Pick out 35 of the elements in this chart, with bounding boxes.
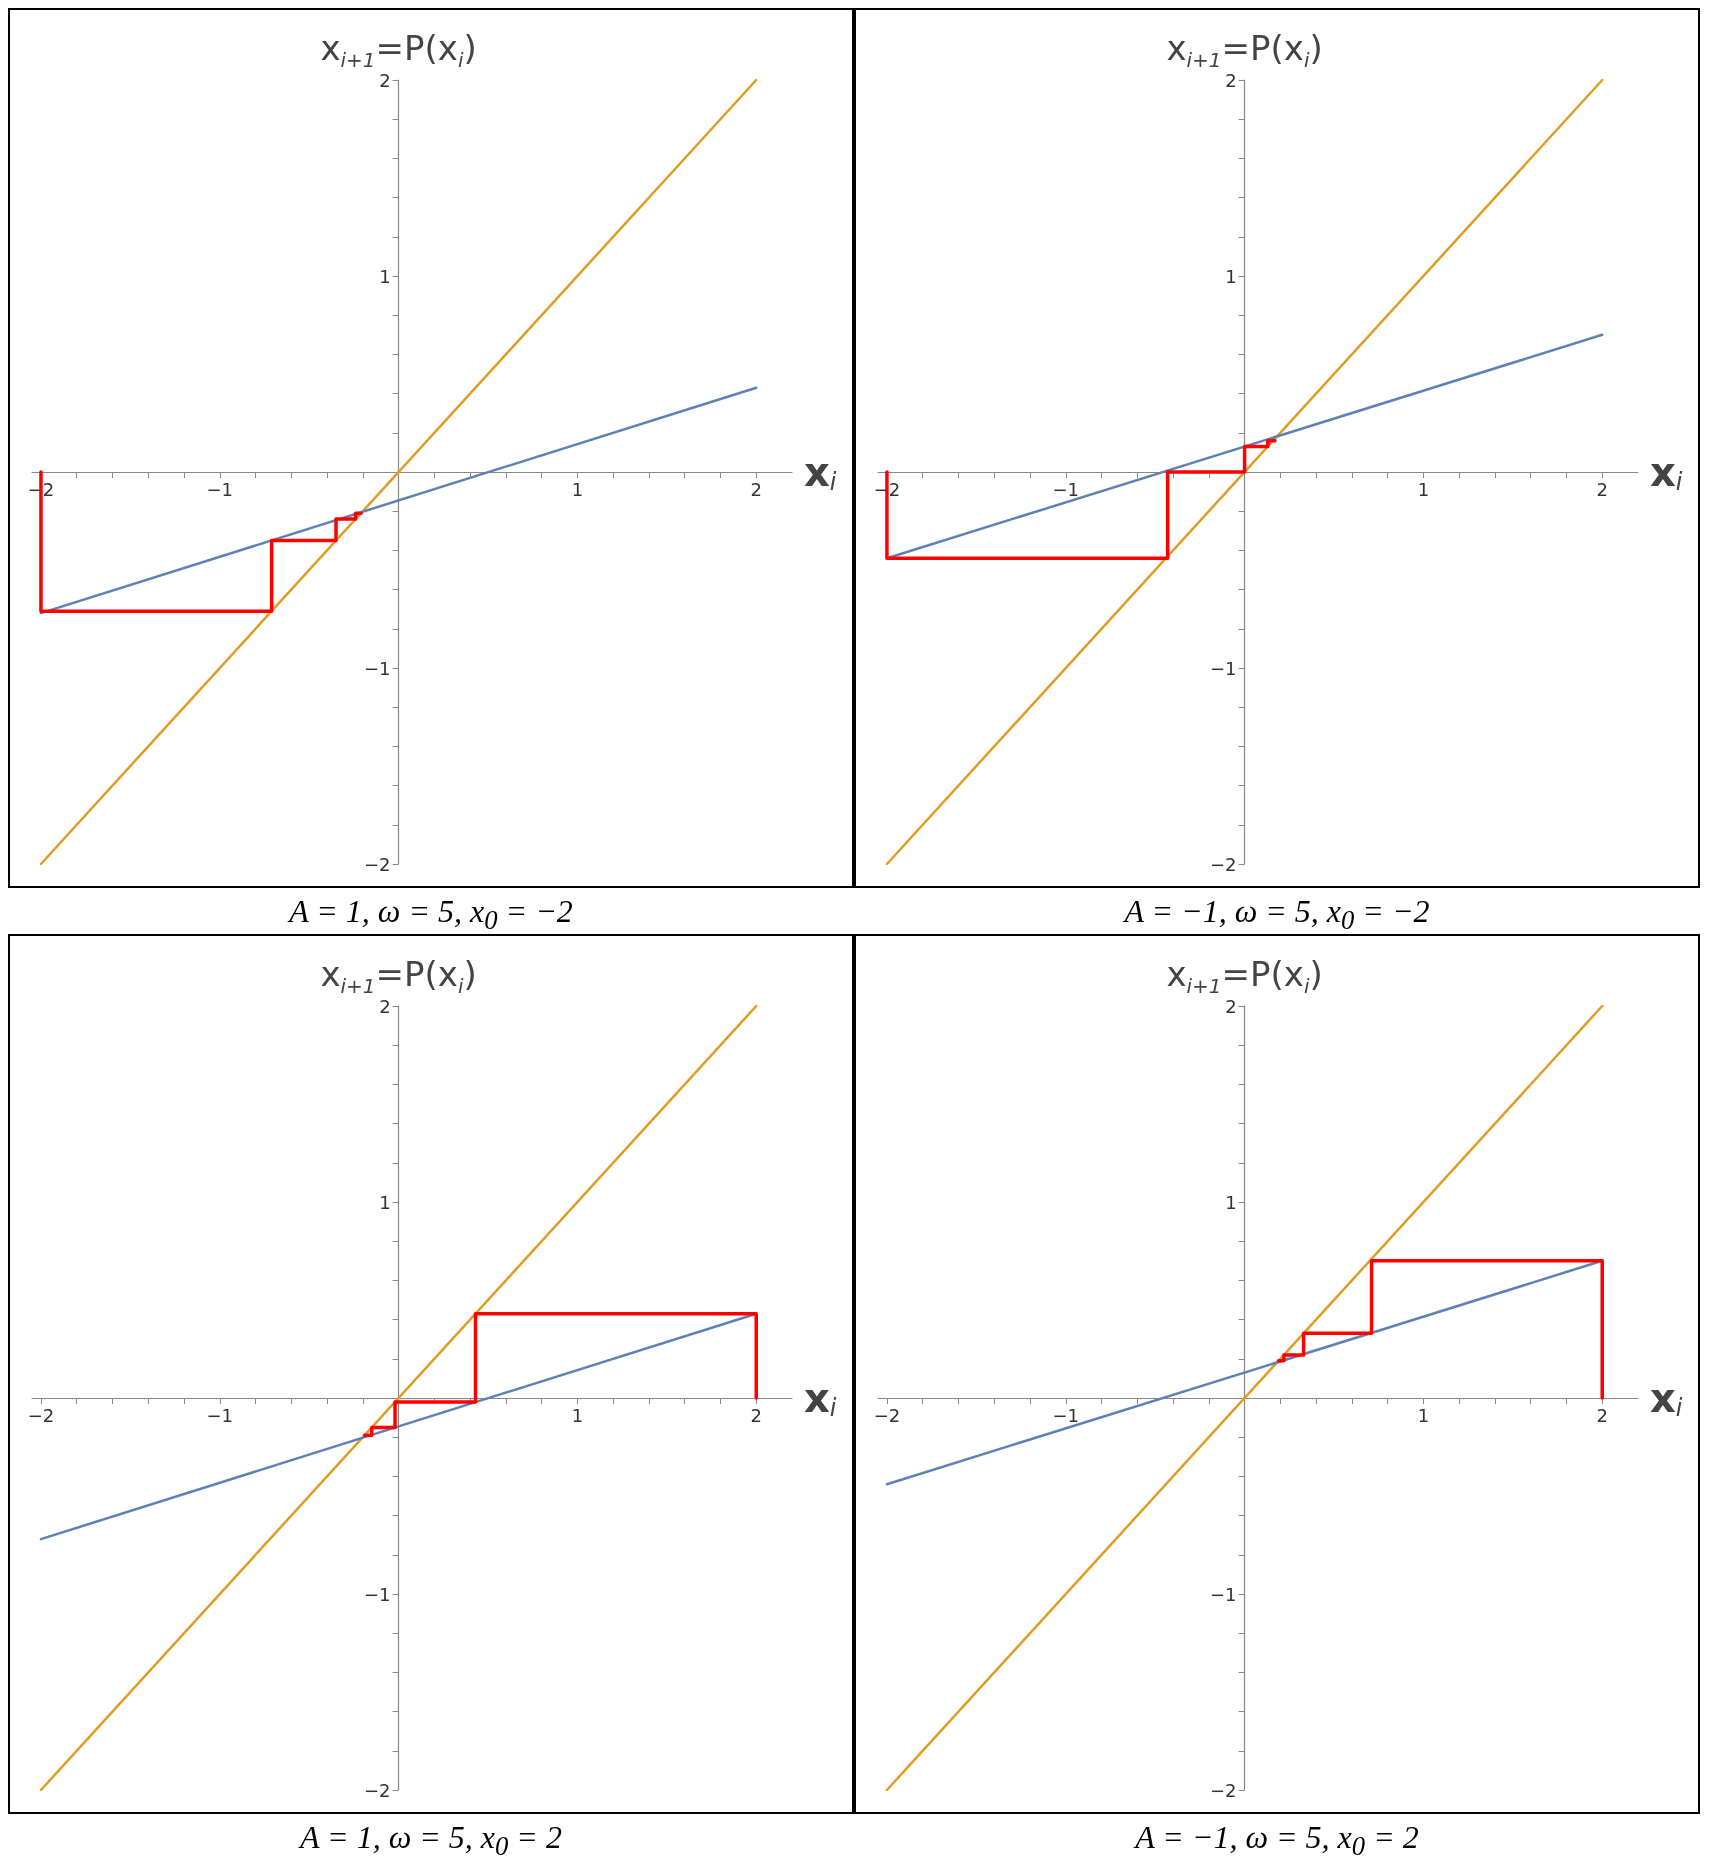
y-tick-label: −1 (1210, 1583, 1237, 1605)
x-tick-label: −2 (27, 1404, 55, 1426)
text: A = 1, ω = 5, x$_{0}$ = −2 (289, 893, 573, 936)
y-tick-label: 2 (379, 995, 391, 1017)
y-tick-label: −1 (1210, 657, 1237, 679)
y-tick-label: 1 (379, 1191, 391, 1213)
x-tick-label: 1 (1417, 478, 1430, 500)
x-tick-label: −2 (873, 1404, 901, 1426)
y-tick-label: −2 (1210, 1779, 1237, 1801)
x-tick-label: 2 (750, 1404, 762, 1426)
text: A = −1, ω = 5, x$_{0}$ = 2 (1135, 1819, 1419, 1857)
x-tick-label: 2 (750, 478, 762, 500)
x-tick-label: −1 (1052, 478, 1080, 500)
y-tick-label: 1 (1225, 1191, 1237, 1213)
y-tick-label: 1 (379, 265, 391, 287)
line-series (1276, 1259, 1604, 1400)
y-tick-label: −2 (364, 853, 391, 875)
x-tick-label: −1 (1052, 1404, 1080, 1426)
text: A = 1, ω = 5, x$_{0}$ = 2 (300, 1819, 562, 1857)
y-tick-label: 1 (1225, 265, 1237, 287)
y-tick-label: −2 (364, 1779, 391, 1801)
y-tick-label: −1 (364, 657, 391, 679)
x-tick-label: 2 (1596, 478, 1608, 500)
y-tick-label: −2 (1210, 853, 1237, 875)
y-tick-label: 2 (379, 69, 391, 91)
x-tick-label: 1 (1417, 1404, 1430, 1426)
x-tick-label: 1 (571, 478, 584, 500)
y-tick-label: 2 (1225, 69, 1237, 91)
y-tick-label: 2 (1225, 995, 1237, 1017)
text: A = −1, ω = 5, x$_{0}$ = −2 (1124, 893, 1430, 936)
x-tick-label: 2 (1596, 1404, 1608, 1426)
x-tick-label: 1 (571, 1404, 584, 1426)
x-tick-label: −1 (206, 478, 234, 500)
x-tick-label: −1 (206, 1404, 234, 1426)
y-tick-label: −1 (364, 1583, 391, 1605)
